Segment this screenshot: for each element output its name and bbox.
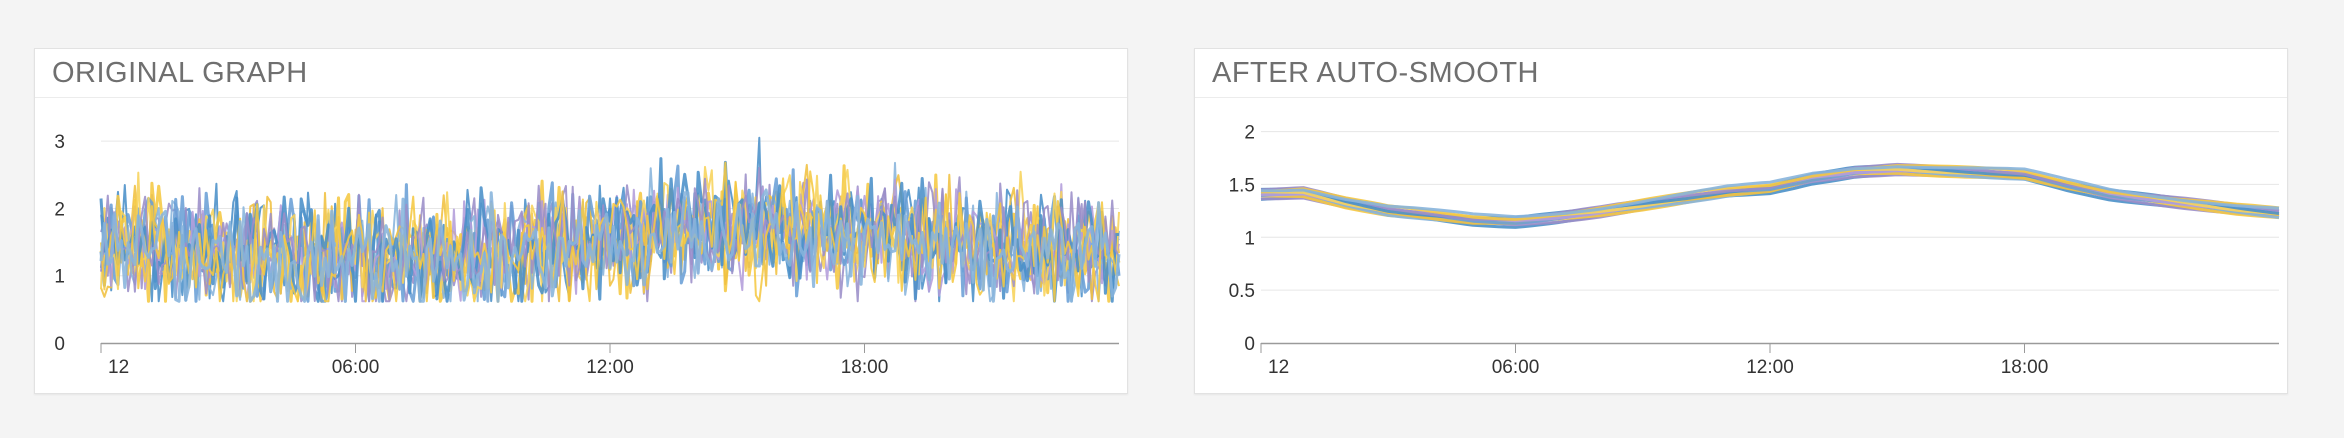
series-line[interactable] (1261, 165, 2280, 219)
x-tick-label: 18:00 (841, 357, 889, 378)
series-line[interactable] (99, 188, 1121, 303)
y-tick-label: 2 (1244, 123, 1255, 144)
series-line[interactable] (100, 163, 1120, 303)
smoothed-graph-chart[interactable]: 0 0.5 1 1.5 2 12 06:00 12:00 18:00 (1195, 49, 2287, 393)
y-tick-label: 1 (54, 267, 65, 288)
series-line[interactable] (1260, 164, 2280, 221)
series-line[interactable] (100, 161, 1120, 303)
x-tick-label: 12 (1268, 357, 1289, 378)
panel-title-smoothed: AFTER AUTO-SMOOTH (1212, 57, 1539, 89)
y-tick-label: 0 (1244, 334, 1255, 355)
x-tick-label: 18:00 (2001, 357, 2049, 378)
x-tick-label: 12:00 (586, 357, 634, 378)
y-tick-label: 1.5 (1229, 175, 1255, 196)
y-tick-label: 0 (54, 334, 65, 355)
x-tick-label: 12:00 (1746, 357, 1794, 378)
y-tick-label: 3 (54, 132, 65, 153)
panel-original-graph: ORIGINAL GRAPH 0 1 2 3 12 06:00 12:00 18:00 (34, 48, 1128, 394)
x-tick-label: 12 (108, 357, 129, 378)
panel-divider (1195, 97, 2287, 98)
y-tick-label: 1 (1244, 228, 1255, 249)
panel-after-auto-smooth: AFTER AUTO-SMOOTH 0 0.5 1 1.5 2 12 06:00 12:00 1… (1194, 48, 2288, 394)
panel-title-original: ORIGINAL GRAPH (52, 57, 308, 89)
y-tick-label: 0.5 (1229, 281, 1255, 302)
panel-divider (35, 97, 1127, 98)
x-tick-label: 06:00 (1492, 357, 1540, 378)
x-tick-label: 06:00 (332, 357, 380, 378)
y-tick-label: 2 (54, 199, 65, 220)
